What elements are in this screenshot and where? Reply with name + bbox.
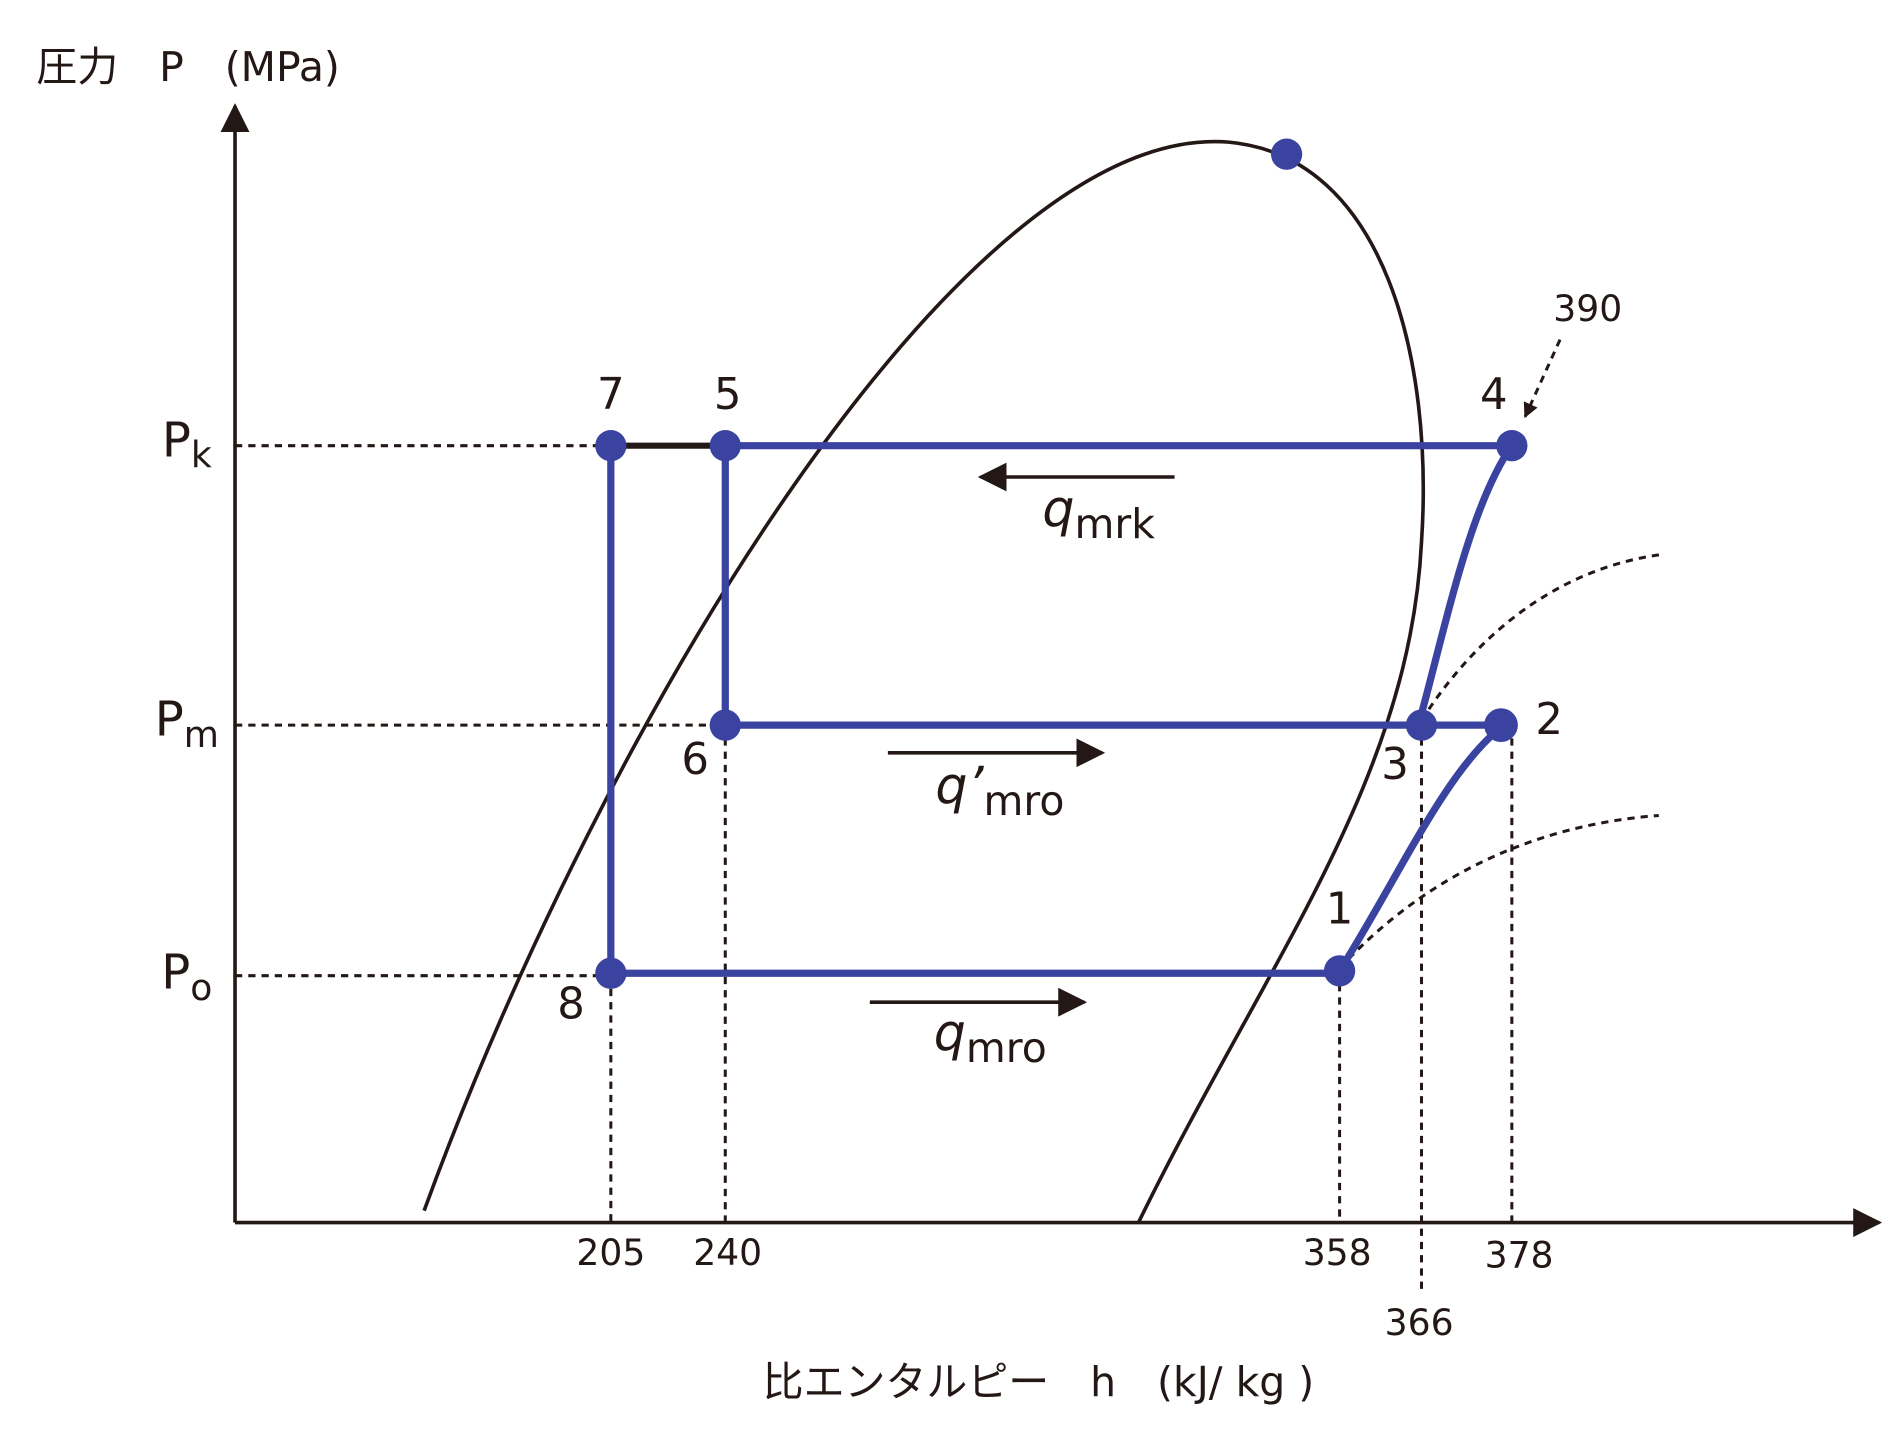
heat-label: q’mro xyxy=(935,755,1064,825)
heat-arrows xyxy=(869,462,1175,1017)
heat-label-main: q’ xyxy=(935,755,984,814)
heat-label: qmro xyxy=(934,1002,1047,1072)
heat-label: qmrk xyxy=(1042,478,1155,548)
enthalpy-label: 205 xyxy=(576,1231,645,1274)
enthalpy-label: 366 xyxy=(1385,1301,1454,1344)
point-label: 3 xyxy=(1381,740,1409,790)
enthalpy-label: 378 xyxy=(1485,1234,1554,1277)
pressure-label-sub: k xyxy=(191,434,212,477)
enthalpy-label: 240 xyxy=(693,1231,762,1274)
point-label: 7 xyxy=(597,370,625,420)
point-label: 5 xyxy=(714,370,742,420)
guide-lines xyxy=(235,339,1666,1295)
pressure-label: Pk xyxy=(162,412,212,476)
heat-label-main: q xyxy=(934,1002,966,1061)
pressure-label-sub: o xyxy=(190,966,212,1009)
heat-label-sub: mro xyxy=(966,1024,1047,1072)
heat-label-sub: mro xyxy=(984,777,1065,825)
axes xyxy=(220,103,1883,1238)
state-points xyxy=(595,138,1528,989)
pressure-label-sub: m xyxy=(184,713,219,756)
cycle xyxy=(607,442,1515,977)
point-label: 8 xyxy=(557,980,585,1030)
pressure-label: Pm xyxy=(155,692,219,756)
pressure-label: Po xyxy=(161,945,212,1009)
pressure-label-main: P xyxy=(155,692,184,748)
y-axis-label: 圧力 P (MPa) xyxy=(36,43,340,91)
x-axis-label: 比エンタルピー h (kJ/ kg ) xyxy=(763,1358,1315,1406)
enthalpy-label: 358 xyxy=(1303,1231,1372,1274)
point-label: 2 xyxy=(1535,695,1563,745)
heat-label-sub: mrk xyxy=(1075,500,1156,548)
point-label: 1 xyxy=(1326,884,1354,934)
heat-label-main: q xyxy=(1042,478,1074,537)
saturation-dome xyxy=(422,139,1426,1224)
point-label: 6 xyxy=(681,735,709,785)
pressure-label-main: P xyxy=(162,412,191,468)
point-label: 4 xyxy=(1480,370,1508,420)
enthalpy-label: 390 xyxy=(1553,287,1622,330)
pressure-label-main: P xyxy=(161,945,190,1001)
